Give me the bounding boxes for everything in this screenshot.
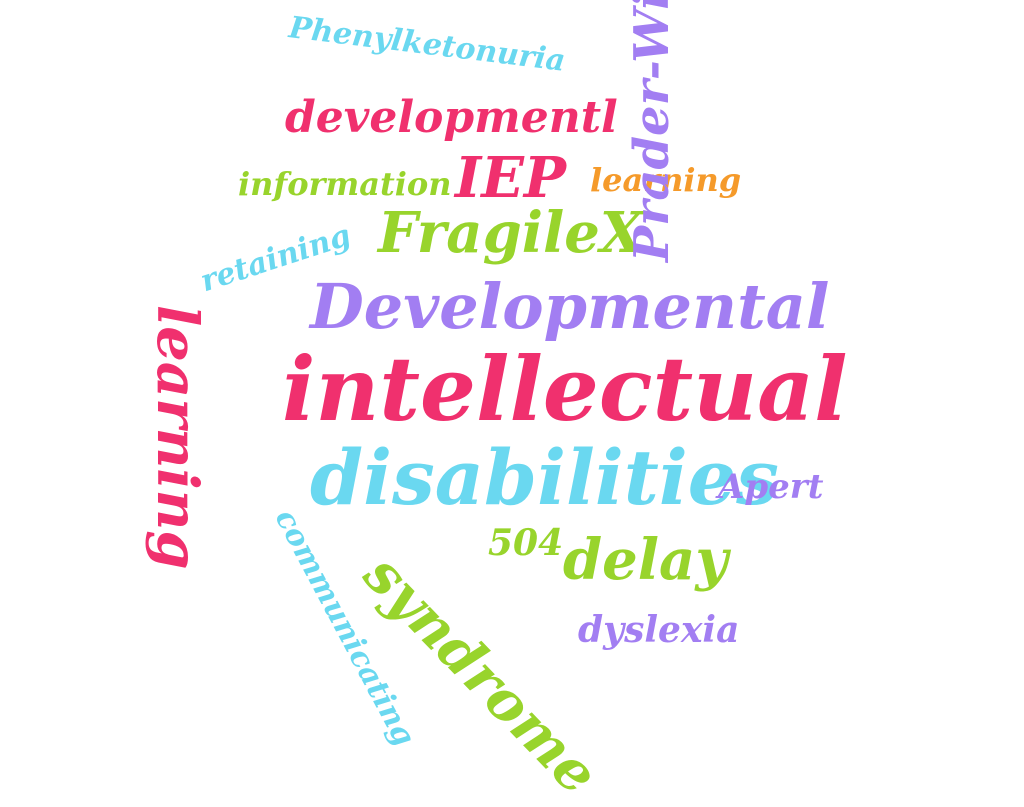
word-cloud: Phenylketonuria developmentl information… (144, 0, 848, 807)
word-intellectual: intellectual (282, 337, 848, 441)
word-fragilex: FragileX (378, 200, 644, 266)
word-dyslexia: dyslexia (578, 609, 740, 651)
word-apert: Apert (718, 467, 824, 507)
word-learning-top: learning (590, 161, 742, 199)
word-delay: delay (563, 527, 728, 593)
word-504: 504 (488, 522, 564, 564)
word-phenylketonuria: Phenylketonuria (286, 10, 568, 79)
word-information: information (238, 165, 452, 203)
word-disabilities: disabilities (310, 433, 779, 522)
word-learning-vertical: learning (144, 305, 210, 570)
word-developmentl: developmentl (285, 92, 618, 143)
word-iep: IEP (455, 145, 566, 211)
word-developmental: Developmental (310, 270, 830, 343)
word-prader-willi: Prader-Willi (624, 0, 680, 262)
